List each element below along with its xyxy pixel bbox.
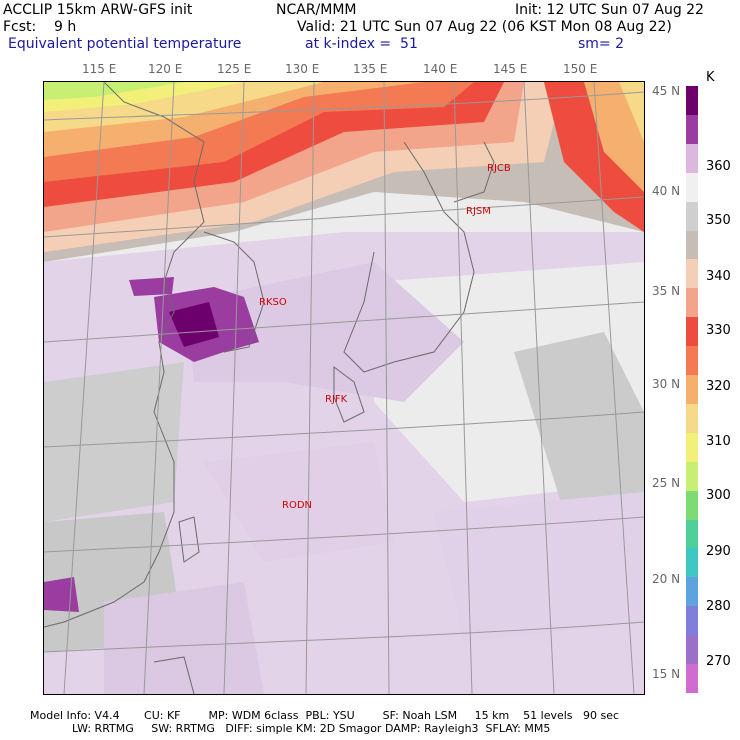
legend-label-320: 320 (706, 379, 731, 394)
legend-swatch (686, 490, 698, 520)
lon-label-130: 130 E (285, 62, 320, 76)
model-info-line-1: Model Info: V4.4 CU: KF MP: WDM 6class P… (30, 709, 620, 722)
init-time: Init: 12 UTC Sun 07 Aug 22 (515, 2, 704, 18)
lat-label-15: 15 N (652, 667, 681, 681)
lon-label-115: 115 E (82, 62, 117, 76)
legend-label-300: 300 (706, 488, 731, 503)
lon-label-120: 120 E (148, 62, 183, 76)
lat-label-25: 25 N (652, 476, 681, 490)
map-field-svg (44, 82, 644, 694)
station-rkso: RKSO (259, 297, 287, 308)
lat-label-40: 40 N (652, 184, 681, 198)
forecast-hour: Fcst: 9 h (3, 19, 77, 35)
legend-swatch (686, 635, 698, 665)
legend-swatch (686, 548, 698, 578)
legend-swatch (686, 664, 698, 694)
legend-swatch (686, 259, 698, 289)
legend-swatch (686, 114, 698, 144)
lat-label-30: 30 N (652, 377, 681, 391)
station-rjsm: RJSM (466, 206, 491, 217)
station-rodn: RODN (282, 500, 312, 511)
theta-e-map: RJCB RJSM RKSO RJFK RODN (43, 81, 645, 695)
legend-unit: K (706, 70, 715, 85)
legend-swatch (686, 86, 698, 115)
legend-swatch (686, 346, 698, 376)
legend-label-270: 270 (706, 654, 731, 669)
model-title: ACCLIP 15km ARW-GFS init (3, 2, 193, 18)
lon-label-125: 125 E (217, 62, 252, 76)
color-legend (686, 86, 698, 694)
legend-swatch (686, 606, 698, 636)
legend-label-310: 310 (706, 434, 731, 449)
legend-label-360: 360 (706, 159, 731, 174)
lat-label-45: 45 N (652, 84, 681, 98)
lon-label-135: 135 E (353, 62, 388, 76)
lat-label-35: 35 N (652, 284, 681, 298)
legend-swatch (686, 577, 698, 607)
station-rjcb: RJCB (487, 163, 511, 174)
lon-label-140: 140 E (423, 62, 458, 76)
legend-label-330: 330 (706, 323, 731, 338)
legend-label-350: 350 (706, 213, 731, 228)
legend-label-280: 280 (706, 599, 731, 614)
model-info-line-2: LW: RRTMG SW: RRTMG DIFF: simple KM: 2D … (72, 722, 551, 735)
station-rjfk: RJFK (325, 394, 348, 405)
legend-swatch (686, 519, 698, 549)
legend-swatch (686, 172, 698, 202)
k-index-label: at k-index = 51 (305, 36, 418, 52)
legend-swatch (686, 375, 698, 405)
smoothing-label: sm= 2 (578, 36, 625, 52)
legend-swatch (686, 143, 698, 173)
legend-label-340: 340 (706, 269, 731, 284)
organization-label: NCAR/MMM (276, 2, 357, 18)
legend-swatch (686, 288, 698, 318)
legend-swatch (686, 201, 698, 231)
valid-time: Valid: 21 UTC Sun 07 Aug 22 (06 KST Mon … (297, 19, 672, 35)
legend-swatch (686, 317, 698, 347)
lon-label-145: 145 E (493, 62, 528, 76)
legend-swatch (686, 403, 698, 433)
legend-label-290: 290 (706, 544, 731, 559)
legend-swatch (686, 230, 698, 260)
legend-swatch (686, 461, 698, 491)
field-name: Equivalent potential temperature (8, 36, 242, 52)
lon-label-150: 150 E (563, 62, 598, 76)
legend-swatch (686, 432, 698, 462)
lat-label-20: 20 N (652, 572, 681, 586)
